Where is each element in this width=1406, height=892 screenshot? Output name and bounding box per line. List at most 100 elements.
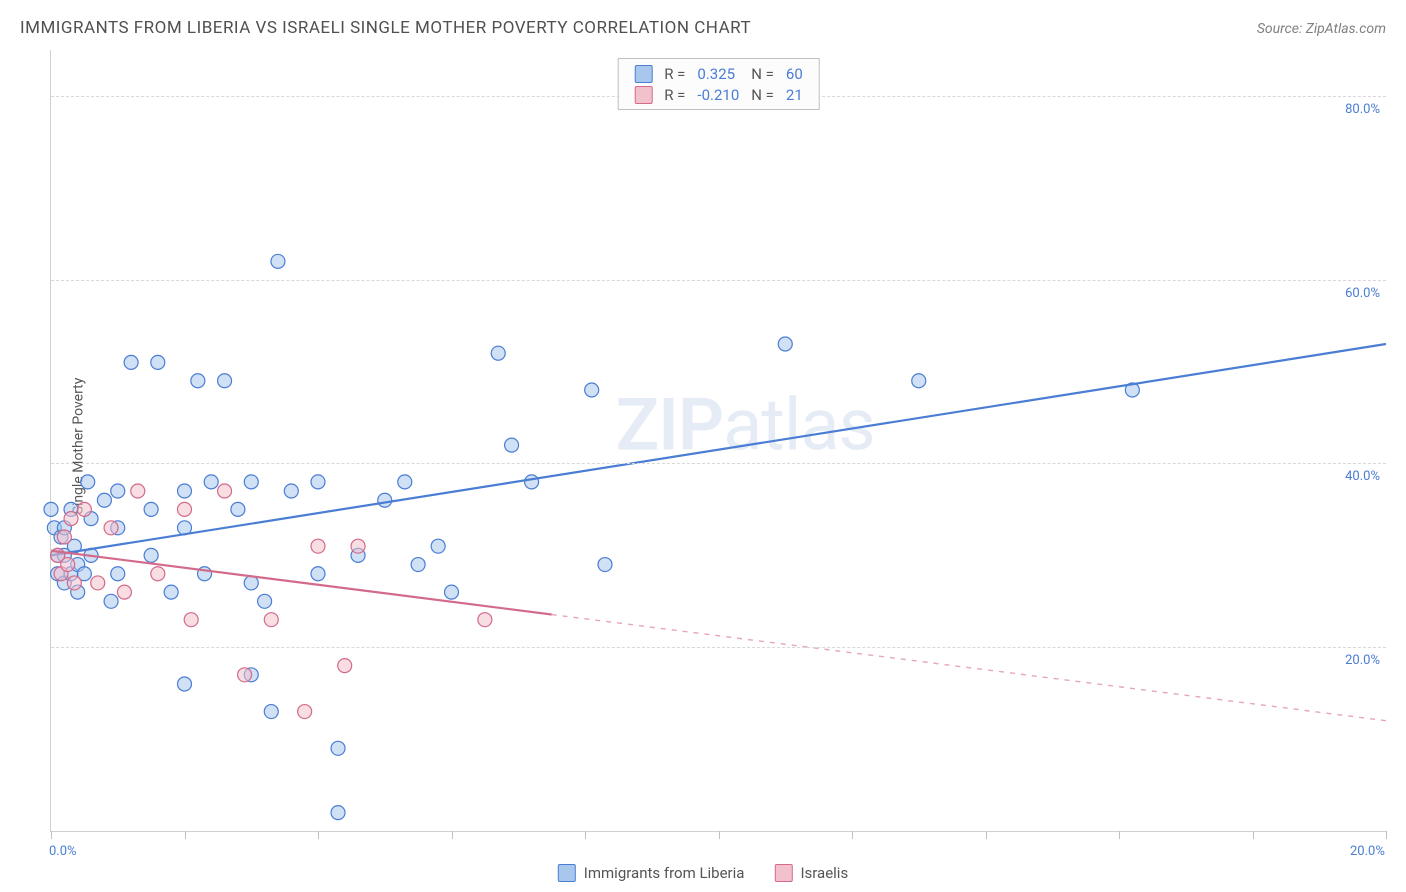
source-label: Source: ZipAtlas.com [1257,21,1386,37]
data-point [184,613,198,627]
data-point [398,475,412,489]
data-point [264,613,278,627]
legend-swatch [634,86,652,104]
x-tick [719,831,720,839]
x-tick [185,831,186,839]
data-point [244,576,258,590]
data-point [117,585,131,599]
data-point [67,576,81,590]
data-point [311,539,325,553]
data-point [178,502,192,516]
legend-swatch [774,864,792,882]
x-tick [986,831,987,839]
data-point [204,475,218,489]
trend-line [51,344,1386,555]
data-point [64,512,78,526]
x-tick-label: 20.0% [1350,844,1385,859]
n-label: N = [745,84,780,105]
legend-swatch [558,864,576,882]
series-legend: Immigrants from Liberia Israelis [558,864,848,882]
gridline [51,280,1386,281]
data-point [244,475,258,489]
data-point [478,613,492,627]
data-point [104,521,118,535]
data-point [238,668,252,682]
data-point [104,594,118,608]
data-point [61,558,75,572]
header: IMMIGRANTS FROM LIBERIA VS ISRAELI SINGL… [20,18,1386,38]
x-tick-label: 0.0% [49,844,77,859]
legend-label: Immigrants from Liberia [584,864,745,882]
r-label: R = [658,84,691,105]
data-point [178,484,192,498]
data-point [311,475,325,489]
y-tick-label: 40.0% [1345,469,1380,484]
data-point [598,558,612,572]
data-point [445,585,459,599]
x-tick [318,831,319,839]
data-point [912,374,926,388]
data-point [778,337,792,351]
data-point [44,502,58,516]
plot-area: ZIPatlas R =0.325N =60R =-0.210N =21 20.… [50,50,1386,832]
x-tick [1119,831,1120,839]
x-tick [51,831,52,839]
data-point [411,558,425,572]
data-point [264,705,278,719]
data-point [191,374,205,388]
legend-label: Israelis [800,864,848,882]
data-point [331,806,345,820]
chart-title: IMMIGRANTS FROM LIBERIA VS ISRAELI SINGL… [20,18,751,38]
y-tick-label: 80.0% [1345,102,1380,117]
data-point [231,502,245,516]
stats-row: R =0.325N =60 [628,63,809,84]
y-tick-label: 60.0% [1345,286,1380,301]
data-point [144,502,158,516]
chart-container: ZIPatlas R =0.325N =60R =-0.210N =21 20.… [50,50,1386,832]
trend-line [51,551,552,615]
data-point [151,355,165,369]
stats-row: R =-0.210N =21 [628,84,809,105]
r-value: -0.210 [691,84,745,105]
legend-swatch [634,65,652,83]
r-value: 0.325 [691,63,745,84]
data-point [111,567,125,581]
x-tick [585,831,586,839]
gridline [51,463,1386,464]
data-point [97,493,111,507]
n-value: 60 [780,63,809,84]
x-tick [852,831,853,839]
data-point [77,502,91,516]
data-point [338,659,352,673]
data-point [57,530,71,544]
data-point [218,374,232,388]
data-point [218,484,232,498]
data-point [311,567,325,581]
data-point [491,346,505,360]
data-point [151,567,165,581]
gridline [51,647,1386,648]
stats-legend: R =0.325N =60R =-0.210N =21 [617,58,820,110]
legend-item: Immigrants from Liberia [558,864,745,882]
y-tick-label: 20.0% [1345,653,1380,668]
data-point [81,475,95,489]
data-point [271,254,285,268]
scatter-svg [51,50,1386,831]
data-point [585,383,599,397]
x-tick [1253,831,1254,839]
data-point [284,484,298,498]
data-point [351,539,365,553]
data-point [164,585,178,599]
data-point [131,484,145,498]
data-point [258,594,272,608]
data-point [298,705,312,719]
n-value: 21 [780,84,809,105]
data-point [91,576,105,590]
n-label: N = [745,63,780,84]
data-point [378,493,392,507]
data-point [525,475,539,489]
data-point [124,355,138,369]
legend-item: Israelis [774,864,848,882]
data-point [111,484,125,498]
data-point [331,741,345,755]
